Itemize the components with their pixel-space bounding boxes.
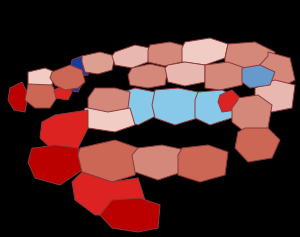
Polygon shape: [178, 145, 228, 182]
Polygon shape: [28, 68, 55, 88]
Polygon shape: [8, 82, 28, 112]
Polygon shape: [152, 88, 198, 125]
Polygon shape: [148, 42, 185, 66]
Polygon shape: [108, 88, 158, 125]
Polygon shape: [88, 88, 130, 115]
Polygon shape: [235, 128, 280, 162]
Polygon shape: [225, 42, 275, 80]
Polygon shape: [54, 84, 72, 100]
Polygon shape: [70, 56, 90, 76]
Polygon shape: [112, 45, 150, 68]
Polygon shape: [100, 198, 160, 232]
Polygon shape: [182, 38, 228, 65]
Polygon shape: [72, 172, 145, 215]
Polygon shape: [28, 145, 82, 185]
Polygon shape: [132, 145, 185, 180]
Polygon shape: [218, 90, 240, 112]
Polygon shape: [195, 90, 238, 125]
Polygon shape: [232, 95, 272, 132]
Polygon shape: [78, 140, 138, 182]
Polygon shape: [82, 52, 115, 74]
Polygon shape: [165, 62, 205, 86]
Polygon shape: [65, 76, 82, 92]
Polygon shape: [50, 65, 85, 90]
Polygon shape: [25, 84, 58, 108]
Polygon shape: [205, 62, 245, 90]
Polygon shape: [242, 65, 275, 88]
Polygon shape: [82, 108, 135, 132]
Polygon shape: [128, 64, 168, 88]
Polygon shape: [255, 52, 295, 88]
Polygon shape: [255, 80, 295, 112]
Polygon shape: [40, 110, 88, 152]
